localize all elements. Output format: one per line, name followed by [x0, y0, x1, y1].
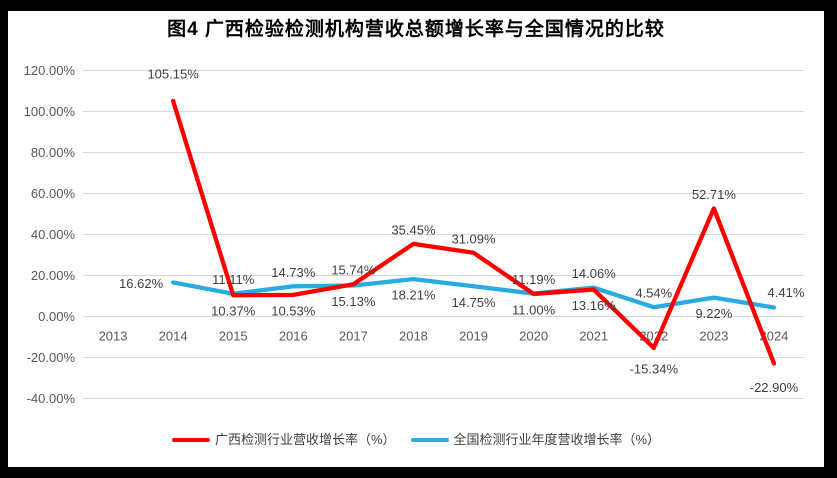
legend-item-guangxi: 广西检测行业营收增长率（%） — [171, 430, 396, 450]
x-axis-label: 2023 — [699, 329, 728, 344]
data-label: 10.37% — [211, 304, 256, 319]
legend: 广西检测行业营收增长率（%） 全国检测行业年度营收增长率（%） — [8, 430, 824, 450]
y-axis-tick-label: -20.00% — [27, 350, 76, 365]
data-label: 4.54% — [635, 286, 672, 301]
data-label: 35.45% — [391, 222, 436, 237]
chart-title: 图4 广西检验检测机构营收总额增长率与全国情况的比较 — [167, 19, 665, 40]
plot-svg: 120.00% 100.00% 80.00% 60.00% 40.00% 20.00% 0.… — [24, 63, 805, 406]
data-label: 13.16% — [572, 298, 617, 313]
data-label: 18.21% — [391, 288, 436, 303]
y-axis-tick-label: 120.00% — [24, 63, 76, 78]
data-label: 9.22% — [695, 306, 732, 321]
x-axis-label: 2020 — [519, 329, 548, 344]
x-axis-label: 2018 — [399, 329, 428, 344]
data-label: 11.00% — [512, 302, 556, 317]
data-label: 16.62% — [119, 276, 164, 291]
y-axis-tick-label: 20.00% — [31, 268, 76, 283]
y-axis-tick-label: 60.00% — [31, 186, 76, 201]
data-label: 10.53% — [271, 303, 316, 318]
series-line-guangxi — [170, 98, 777, 366]
data-label: 15.74% — [331, 263, 376, 278]
x-axis-label: 2014 — [159, 329, 188, 344]
data-label: -22.90% — [750, 380, 799, 395]
x-axis-label: 2021 — [579, 329, 608, 344]
legend-swatch-national-line — [410, 438, 449, 442]
y-axis-tick-label: 80.00% — [31, 145, 76, 160]
data-label: 105.15% — [147, 66, 199, 81]
data-label: 52.71% — [692, 187, 737, 202]
data-label: -15.34% — [630, 361, 679, 376]
x-axis-label: 2019 — [459, 329, 488, 344]
legend-item-national: 全国检测行业年度营收增长率（%） — [410, 430, 661, 450]
data-label: 11.11% — [212, 272, 255, 287]
data-label: 14.06% — [572, 266, 617, 281]
y-axis-tick-label: 40.00% — [31, 227, 76, 242]
data-label: 14.75% — [451, 295, 496, 310]
data-label: 15.13% — [331, 294, 376, 309]
x-axis-label: 2013 — [99, 329, 128, 344]
data-label: 14.73% — [271, 265, 316, 280]
chart-canvas: 图4 广西检验检测机构营收总额增长率与全国情况的比较 120.00% 100.00… — [8, 11, 824, 467]
y-axis-tick-label: -40.00% — [27, 391, 76, 406]
data-label: 31.09% — [451, 231, 496, 246]
y-axis-tick-label: 100.00% — [24, 104, 76, 119]
x-axis-label: 2015 — [219, 329, 248, 344]
data-label: 4.41% — [768, 285, 805, 300]
data-label: 11.19% — [512, 272, 556, 287]
x-axis-label: 2017 — [339, 329, 368, 344]
legend-swatch-guangxi-line — [171, 438, 210, 442]
x-axis-label: 2016 — [279, 329, 308, 344]
legend-label-guangxi: 广西检测行业营收增长率（%） — [214, 432, 396, 447]
legend-label-national: 全国检测行业年度营收增长率（%） — [453, 432, 661, 447]
y-axis-tick-label: 0.00% — [38, 309, 75, 324]
